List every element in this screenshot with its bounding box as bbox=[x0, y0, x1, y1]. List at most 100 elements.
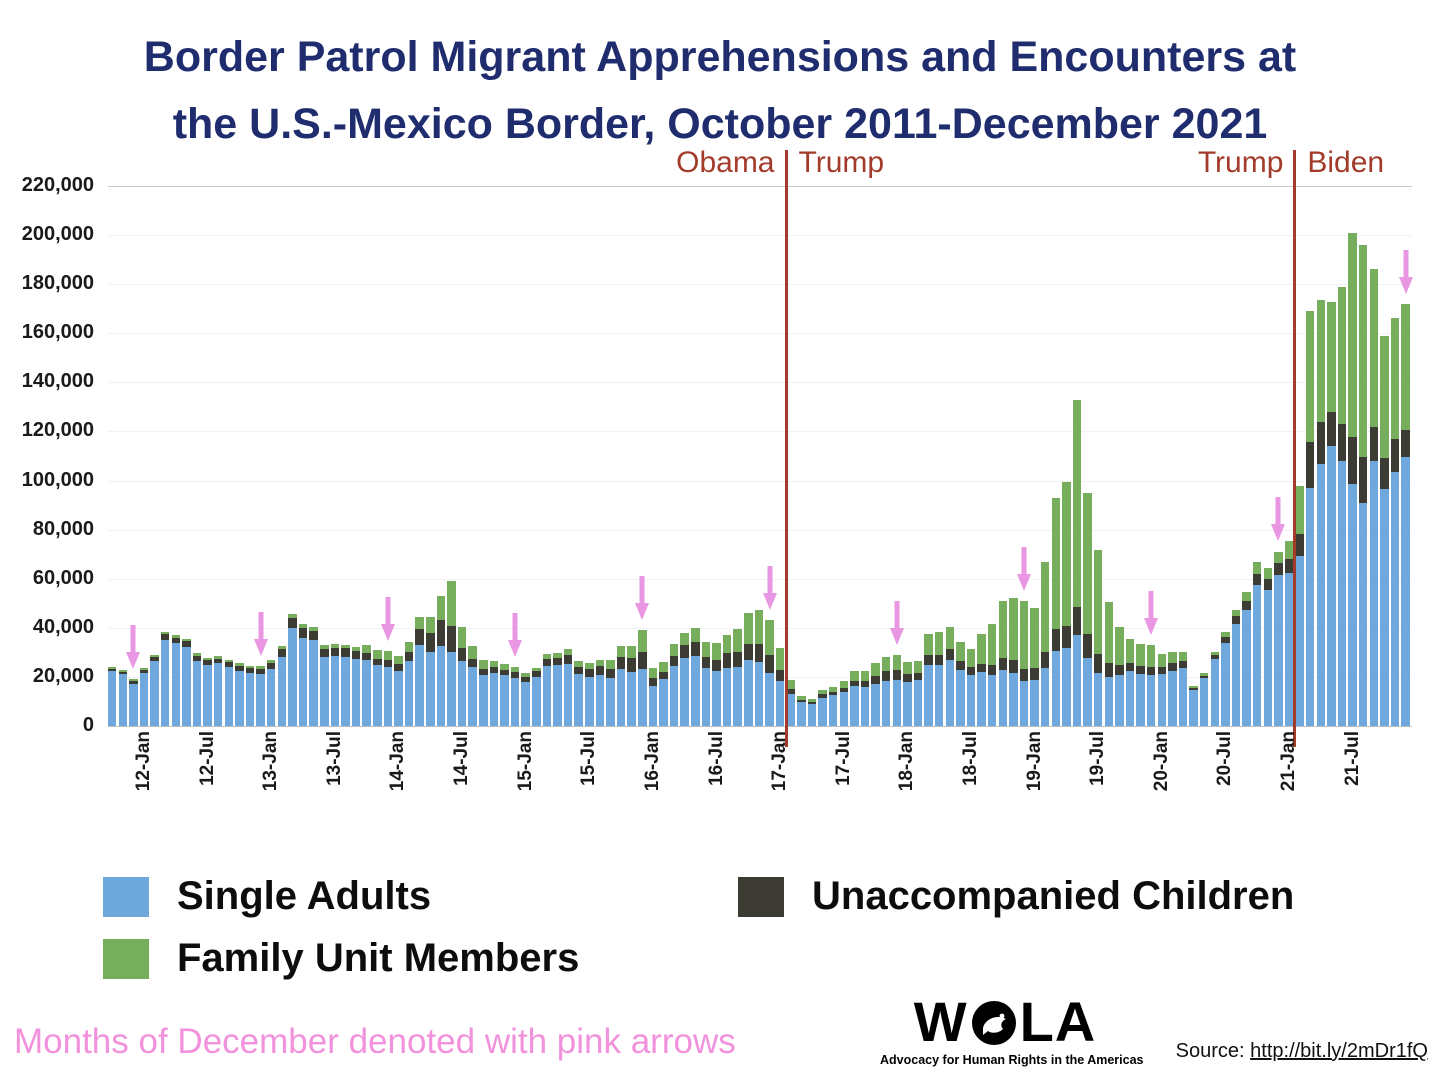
segment-family-2019-07 bbox=[1093, 549, 1103, 654]
segment-family-2017-01 bbox=[775, 648, 785, 671]
segment-family-2015-02 bbox=[532, 667, 541, 672]
segment-uac-2018-05 bbox=[945, 649, 954, 660]
segment-family-2015-12 bbox=[638, 630, 647, 652]
segment-family-2021-02 bbox=[1295, 486, 1304, 534]
transition-line-trump-biden bbox=[1293, 150, 1297, 747]
segment-uac-2018-02 bbox=[913, 672, 923, 681]
segment-family-2016-09 bbox=[733, 629, 742, 653]
bar-2012-07 bbox=[203, 186, 212, 726]
segment-single-2013-10 bbox=[362, 659, 371, 726]
x-tick-15-Jul: 15-Jul bbox=[578, 731, 600, 786]
bar-2014-05 bbox=[436, 186, 446, 726]
segment-single-2019-10 bbox=[1125, 670, 1135, 726]
segment-family-2014-01 bbox=[394, 655, 403, 664]
segment-uac-2018-08 bbox=[977, 664, 986, 673]
segment-single-2021-11 bbox=[1390, 472, 1400, 726]
segment-uac-2012-11 bbox=[245, 667, 255, 674]
segment-single-2012-07 bbox=[203, 664, 212, 726]
segment-family-2015-06 bbox=[574, 660, 583, 667]
segment-family-2017-06 bbox=[828, 686, 838, 692]
y-tick-180000: 180,000 bbox=[21, 272, 94, 295]
segment-single-2013-04 bbox=[298, 637, 308, 726]
segment-family-2016-12 bbox=[765, 619, 774, 655]
segment-family-2012-09 bbox=[224, 659, 234, 662]
segment-single-2017-01 bbox=[775, 680, 785, 726]
y-tick-160000: 160,000 bbox=[21, 321, 94, 344]
gridline-100000 bbox=[108, 480, 1412, 482]
segment-family-2013-06 bbox=[320, 645, 329, 649]
legend-label-single-adults: Single Adults bbox=[177, 874, 432, 918]
x-tick-17-Jan: 17-Jan bbox=[769, 731, 791, 792]
segment-family-2014-09 bbox=[479, 660, 488, 669]
bar-2016-06 bbox=[701, 186, 711, 726]
segment-family-2021-10 bbox=[1380, 335, 1389, 459]
segment-uac-2015-11 bbox=[627, 657, 636, 672]
bar-2016-10 bbox=[744, 186, 753, 726]
bar-2013-12 bbox=[383, 186, 393, 726]
segment-uac-2020-10 bbox=[1252, 573, 1262, 586]
segment-single-2016-08 bbox=[722, 667, 732, 726]
bar-2017-08 bbox=[850, 186, 859, 726]
x-tick-13-Jul: 13-Jul bbox=[323, 731, 345, 786]
bar-2014-03 bbox=[415, 186, 424, 726]
segment-family-2016-10 bbox=[744, 612, 753, 644]
bar-2014-07 bbox=[457, 186, 467, 726]
segment-uac-2012-01 bbox=[139, 670, 149, 673]
bar-2020-06 bbox=[1210, 186, 1220, 726]
december-arrow-2012-12 bbox=[252, 612, 270, 658]
y-tick-120000: 120,000 bbox=[21, 419, 94, 442]
bar-2020-01 bbox=[1157, 186, 1167, 726]
segment-family-2020-05 bbox=[1199, 673, 1209, 676]
y-tick-0: 0 bbox=[82, 714, 94, 736]
segment-family-2017-04 bbox=[807, 698, 817, 702]
bar-2020-05 bbox=[1199, 186, 1209, 726]
wola-text-la: LA bbox=[1019, 990, 1097, 1053]
segment-family-2016-01 bbox=[648, 667, 658, 679]
segment-family-2011-10 bbox=[108, 666, 117, 669]
x-tick-18-Jul: 18-Jul bbox=[959, 731, 981, 786]
segment-uac-2013-02 bbox=[277, 649, 287, 658]
segment-single-2012-12 bbox=[256, 674, 265, 726]
segment-family-2017-08 bbox=[850, 671, 859, 681]
segment-uac-2014-10 bbox=[489, 666, 499, 673]
segment-single-2013-05 bbox=[309, 640, 318, 726]
segment-single-2011-12 bbox=[129, 683, 138, 726]
y-tick-40000: 40,000 bbox=[32, 615, 94, 638]
segment-single-2021-10 bbox=[1380, 489, 1389, 726]
bar-2016-08 bbox=[722, 186, 732, 726]
segment-uac-2012-12 bbox=[256, 668, 265, 675]
gridline-180000 bbox=[108, 284, 1412, 286]
segment-family-2021-08 bbox=[1358, 244, 1368, 458]
bar-2018-01 bbox=[903, 186, 912, 726]
segment-uac-2016-05 bbox=[691, 642, 700, 656]
segment-single-2019-07 bbox=[1093, 672, 1103, 726]
segment-single-2012-11 bbox=[245, 673, 255, 726]
segment-single-2014-06 bbox=[447, 652, 456, 726]
bar-2014-01 bbox=[394, 186, 403, 726]
legend-item-single-adults: Single Adults bbox=[103, 874, 431, 919]
segment-single-2013-11 bbox=[373, 665, 382, 726]
segment-uac-2018-03 bbox=[924, 654, 933, 665]
source-link[interactable]: http://bit.ly/2mDr1fQ bbox=[1250, 1040, 1428, 1062]
segment-single-2014-03 bbox=[415, 645, 424, 726]
president-label-trump-obama-trump: Trump bbox=[798, 146, 885, 179]
segment-family-2015-07 bbox=[585, 663, 594, 670]
segment-family-2021-06 bbox=[1337, 287, 1347, 425]
segment-single-2012-08 bbox=[214, 663, 223, 726]
bar-2017-09 bbox=[860, 186, 870, 726]
x-tick-14-Jul: 14-Jul bbox=[451, 731, 473, 786]
segment-family-2014-07 bbox=[457, 626, 467, 648]
segment-uac-2018-12 bbox=[1019, 668, 1029, 681]
segment-single-2015-04 bbox=[553, 665, 562, 726]
x-tick-20-Jul: 20-Jul bbox=[1214, 731, 1236, 786]
segment-single-2019-09 bbox=[1115, 674, 1124, 726]
segment-single-2016-02 bbox=[659, 679, 668, 726]
bar-2012-05 bbox=[182, 186, 191, 726]
bar-2016-11 bbox=[754, 186, 764, 726]
segment-family-2020-07 bbox=[1221, 632, 1230, 637]
family-unit-members-swatch bbox=[103, 938, 149, 979]
bar-2020-08 bbox=[1231, 186, 1241, 726]
segment-family-2020-11 bbox=[1263, 568, 1273, 580]
segment-single-2021-07 bbox=[1348, 483, 1357, 726]
segment-family-2021-01 bbox=[1284, 541, 1294, 560]
